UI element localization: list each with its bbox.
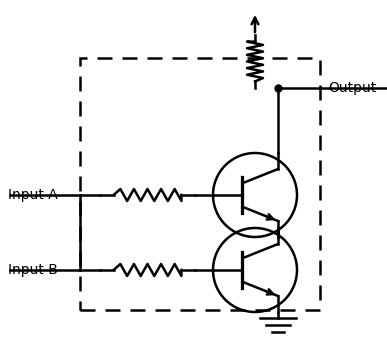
Bar [80,58,320,310]
Text: Input B: Input B [8,263,58,277]
Text: Output: Output [328,81,376,95]
Text: Input A: Input A [8,188,58,202]
